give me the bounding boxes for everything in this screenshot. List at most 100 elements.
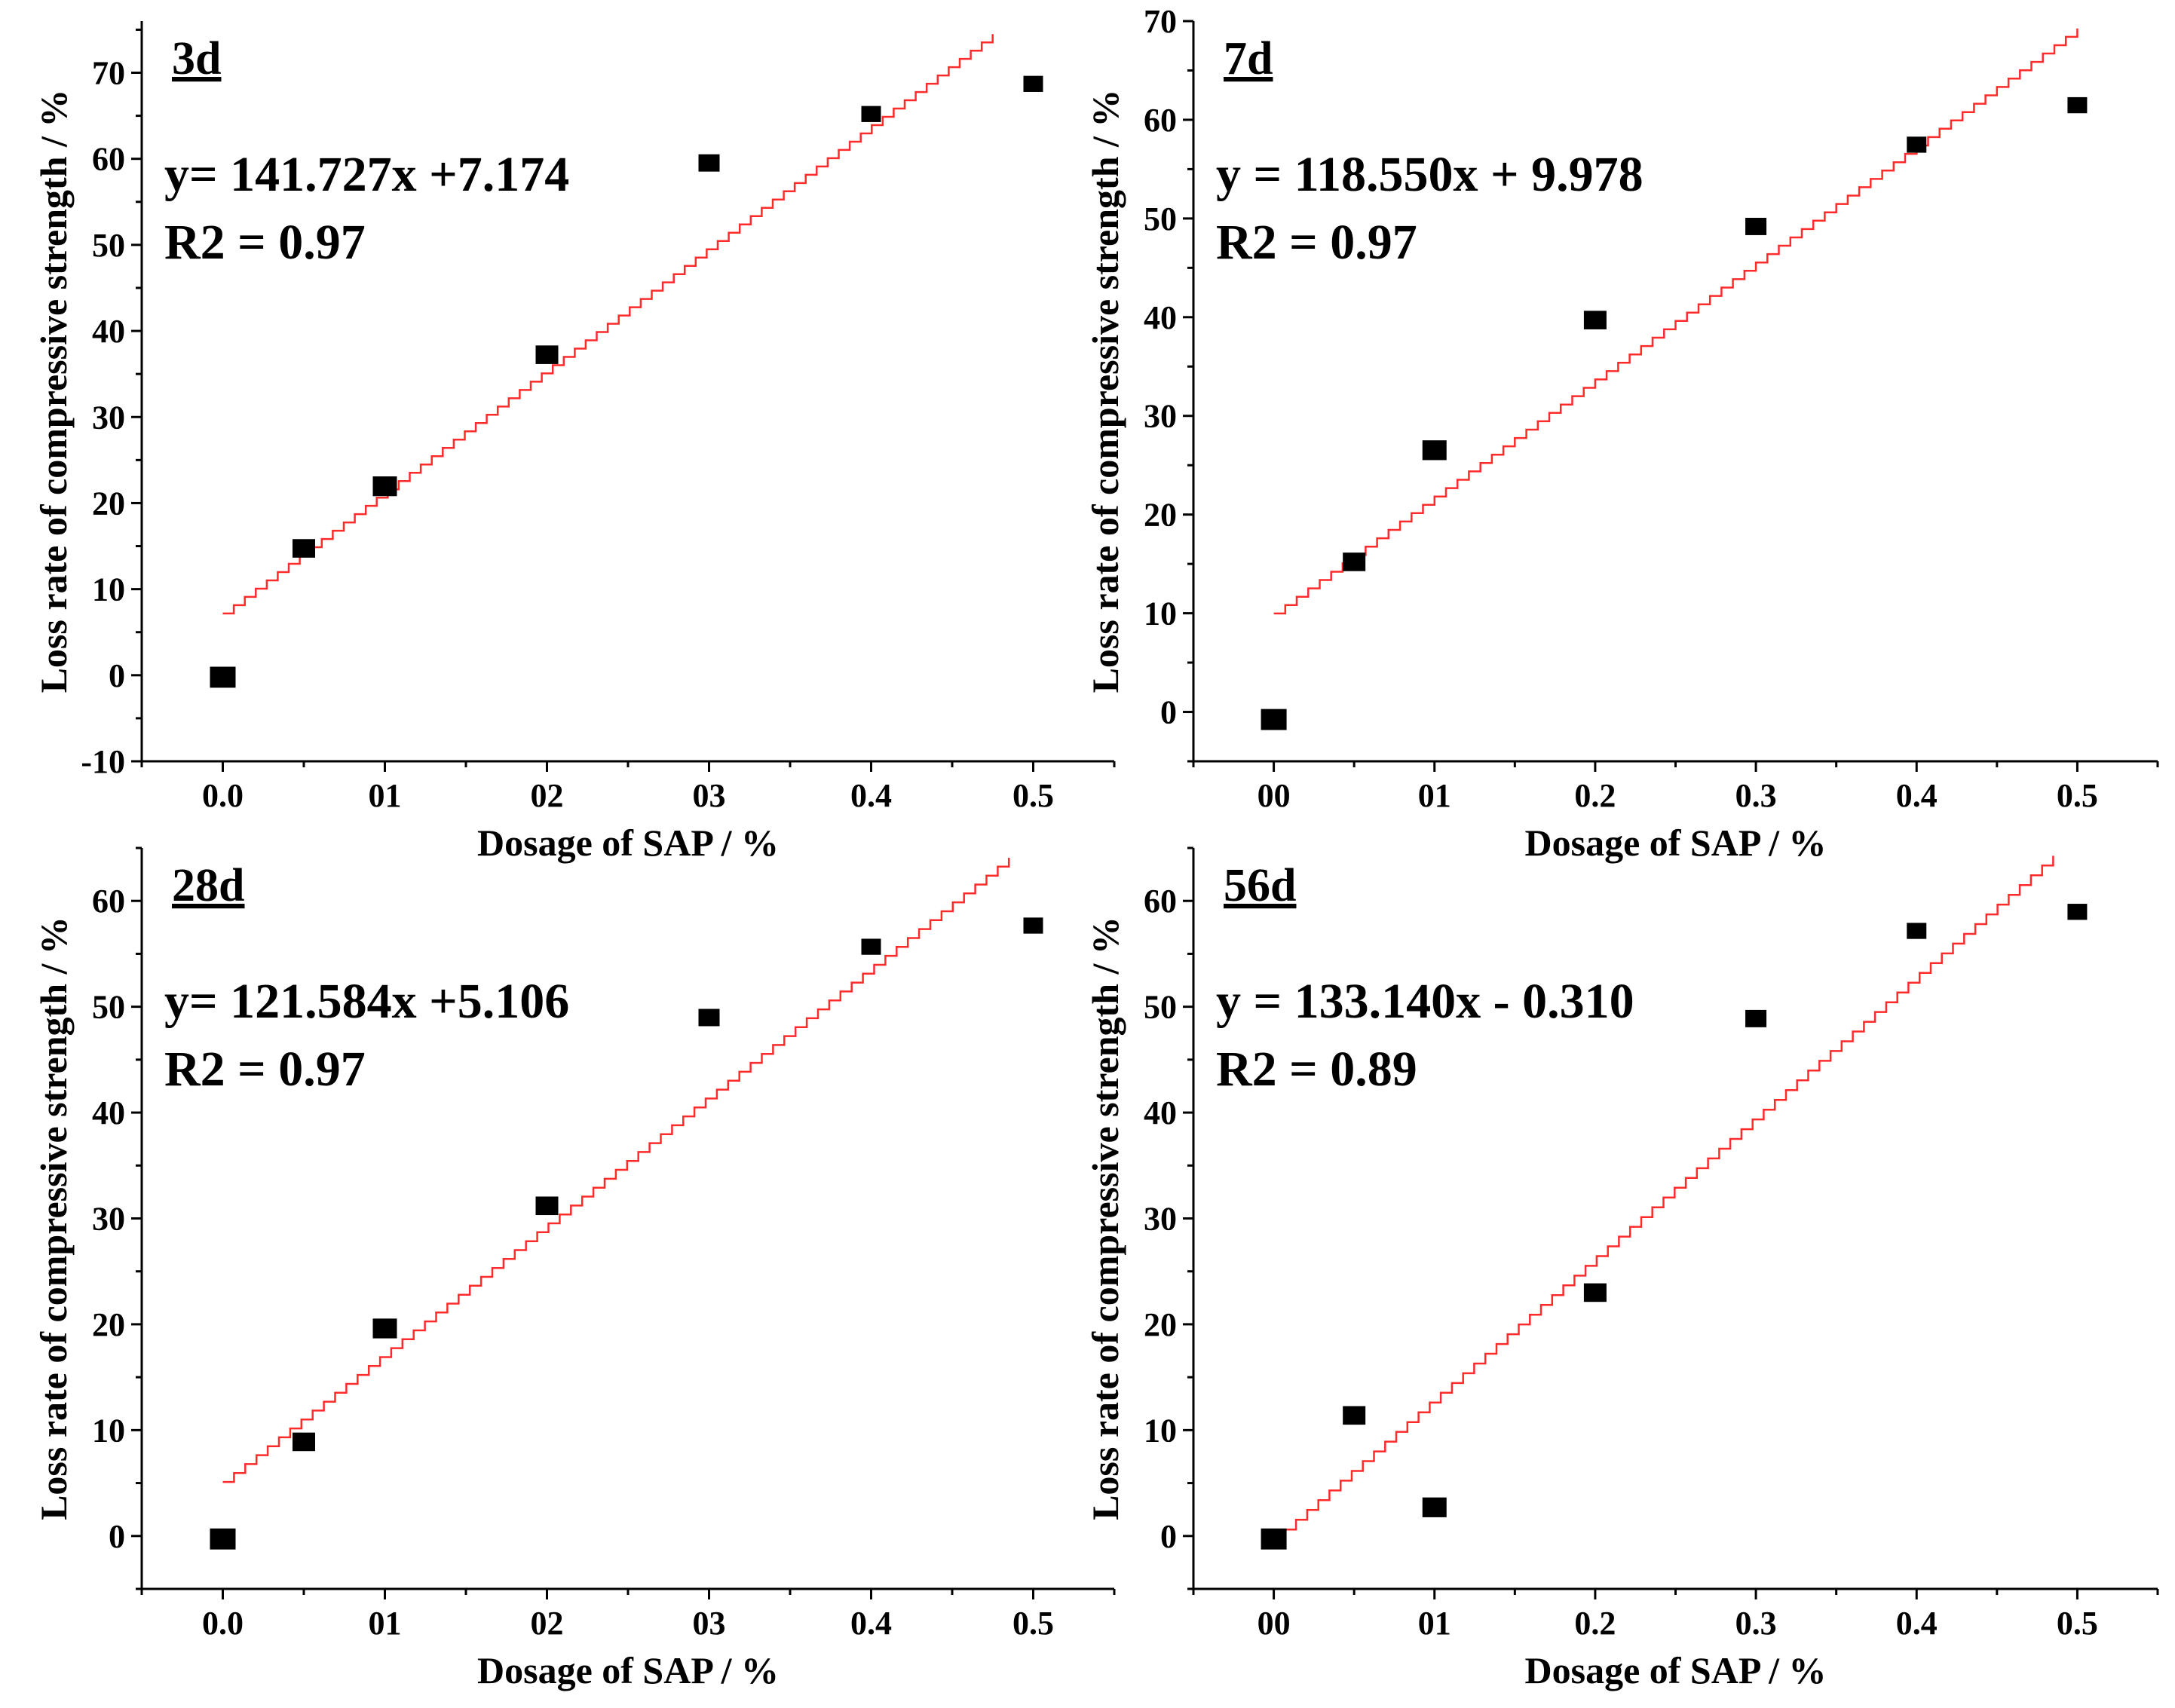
data-point (1023, 917, 1043, 934)
y-axis-title: Loss rate of compressive strength / % (32, 917, 75, 1520)
y-tick-label: 10 (92, 1412, 125, 1449)
fit-line (1273, 28, 2079, 615)
chart-panel-7d: 0 10 20 30 40 50 60 70 00 01 0.2 0.3 0.4 0.5 Dosage of… (1084, 3, 2159, 864)
y-tick-label: 20 (92, 1306, 125, 1343)
y-tick-label: 0 (109, 657, 125, 694)
x-tick-label: 0.0 (202, 777, 244, 814)
x-tick-label: 00 (1258, 777, 1291, 814)
x-tick-label: 0.5 (1012, 1605, 1054, 1642)
x-tick-label: 03 (693, 1605, 726, 1642)
chart-panel-56d: 0 10 20 30 40 50 60 00 01 0.2 0.3 0.4 0.5 Dosage of S… (1084, 846, 2159, 1691)
data-point (861, 938, 881, 955)
x-tick-label: 0.3 (1735, 777, 1777, 814)
x-axis-title: Dosage of SAP / % (477, 822, 779, 864)
y-tick-label: 10 (92, 571, 125, 608)
data-point (1343, 1406, 1366, 1425)
x-tick-label: 0.2 (1574, 777, 1616, 814)
fit-equation: y = 133.140x - 0.310 (1216, 974, 1634, 1029)
data-point (1261, 709, 1287, 730)
data-point (1583, 311, 1607, 329)
y-axis-title: Loss rate of compressive strength / % (32, 90, 75, 693)
data-point (535, 1196, 559, 1216)
x-tick-label: 02 (531, 777, 564, 814)
y-tick-label: 0 (1160, 694, 1177, 731)
r-squared: R2 = 0.97 (164, 215, 366, 270)
data-point (1583, 1283, 1607, 1302)
y-tick-label: 70 (1144, 3, 1177, 40)
y-tick-label: 0 (1160, 1518, 1177, 1555)
x-tick-label: 0.2 (1574, 1605, 1616, 1642)
y-tick-label: 0 (109, 1518, 125, 1555)
data-point (2067, 904, 2088, 920)
x-tick-label: 00 (1258, 1605, 1291, 1642)
data-point (698, 1009, 720, 1027)
y-tick-label: 20 (92, 485, 125, 522)
data-point (1745, 1009, 1767, 1027)
x-tick-label: 0.5 (2057, 777, 2098, 814)
y-tick-label: 60 (92, 883, 125, 920)
x-tick-label: 01 (369, 1605, 402, 1642)
y-tick-label: 30 (92, 1201, 125, 1238)
y-tick-label: 50 (1144, 200, 1177, 237)
x-tick-label: 0.0 (202, 1605, 244, 1642)
x-tick-label: 0.4 (1896, 777, 1938, 814)
data-point (372, 476, 397, 497)
y-tick-label: 10 (1144, 1412, 1177, 1449)
x-tick-label: 01 (1418, 1605, 1451, 1642)
data-point (2067, 96, 2088, 114)
chart-panel-3d: -10 0 10 20 30 40 50 60 70 0.0 01 02 03 0.4 0.5 Dosage … (32, 21, 1116, 864)
fit-equation: y= 121.584x +5.106 (164, 974, 569, 1029)
data-point (1907, 923, 1927, 939)
y-tick-label: 40 (92, 1094, 125, 1131)
data-point (861, 106, 881, 122)
panel-title: 28d (172, 860, 244, 911)
x-tick-label: 01 (369, 777, 402, 814)
y-tick-label: 60 (1144, 102, 1177, 139)
r-squared: R2 = 0.89 (1216, 1042, 1417, 1097)
x-tick-label: 0.4 (850, 777, 892, 814)
x-tick-label: 0.4 (1896, 1605, 1938, 1642)
y-tick-label: 60 (1144, 883, 1177, 920)
panel-title: 7d (1224, 33, 1273, 84)
y-tick-label: 50 (92, 989, 125, 1026)
data-point (1343, 552, 1366, 571)
data-point (535, 345, 559, 364)
x-tick-label: 03 (693, 777, 726, 814)
data-point (698, 154, 720, 172)
fit-equation: y = 118.550x + 9.978 (1216, 147, 1644, 202)
r-squared: R2 = 0.97 (1216, 215, 1417, 270)
y-tick-label: 40 (1144, 299, 1177, 336)
data-point (293, 539, 315, 558)
y-tick-label: 40 (1144, 1094, 1177, 1131)
y-tick-label: 10 (1144, 595, 1177, 632)
x-tick-label: 02 (531, 1605, 564, 1642)
r-squared: R2 = 0.97 (164, 1042, 366, 1097)
panel-title: 3d (172, 33, 221, 84)
fit-line (222, 858, 1010, 1483)
x-tick-label: 0.3 (1735, 1605, 1777, 1642)
y-tick-label: 60 (92, 141, 125, 178)
data-point (372, 1318, 397, 1339)
y-tick-label: 50 (1144, 989, 1177, 1026)
panel-title: 56d (1224, 860, 1296, 911)
data-point (210, 666, 236, 688)
data-point (1261, 1528, 1287, 1550)
y-tick-label: 30 (1144, 398, 1177, 435)
chart-panel-28d: 0 10 20 30 40 50 60 0.0 01 02 03 0.4 0.5 Dosage of SA… (32, 846, 1116, 1691)
x-axis-title: Dosage of SAP / % (477, 1649, 779, 1691)
y-tick-label: 20 (1144, 497, 1177, 534)
x-tick-label: 01 (1418, 777, 1451, 814)
y-tick-label: 30 (1144, 1201, 1177, 1238)
fit-equation: y= 141.727x +7.174 (164, 147, 569, 202)
fit-line (222, 34, 994, 615)
y-tick-label: 50 (92, 227, 125, 264)
data-point (1422, 440, 1447, 461)
y-tick-label: 70 (92, 55, 125, 92)
x-tick-label: 0.5 (1012, 777, 1054, 814)
y-axis-title: Loss rate of compressive strength / % (1084, 90, 1126, 693)
y-tick-label: 20 (1144, 1306, 1177, 1343)
y-tick-label: 30 (92, 399, 125, 436)
data-point (210, 1528, 236, 1550)
